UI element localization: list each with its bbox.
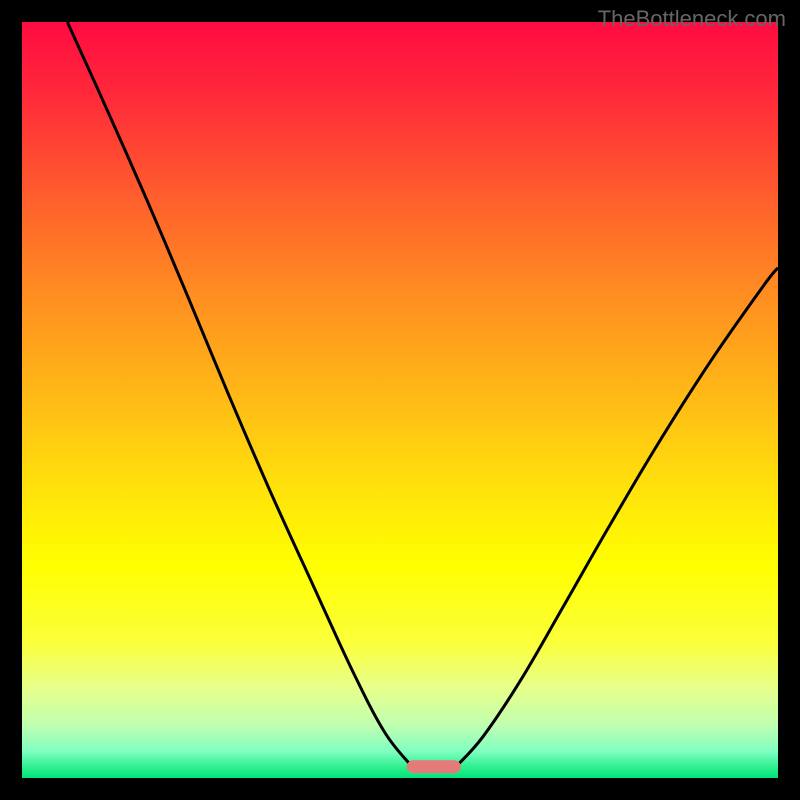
chart-container: TheBottleneck.com <box>0 0 800 800</box>
watermark-text: TheBottleneck.com <box>598 6 786 32</box>
curve-right-branch <box>457 268 778 766</box>
bottleneck-curve <box>22 22 778 778</box>
plot-area <box>22 22 778 778</box>
curve-left-branch <box>67 22 412 767</box>
optimal-point-marker <box>407 760 461 774</box>
